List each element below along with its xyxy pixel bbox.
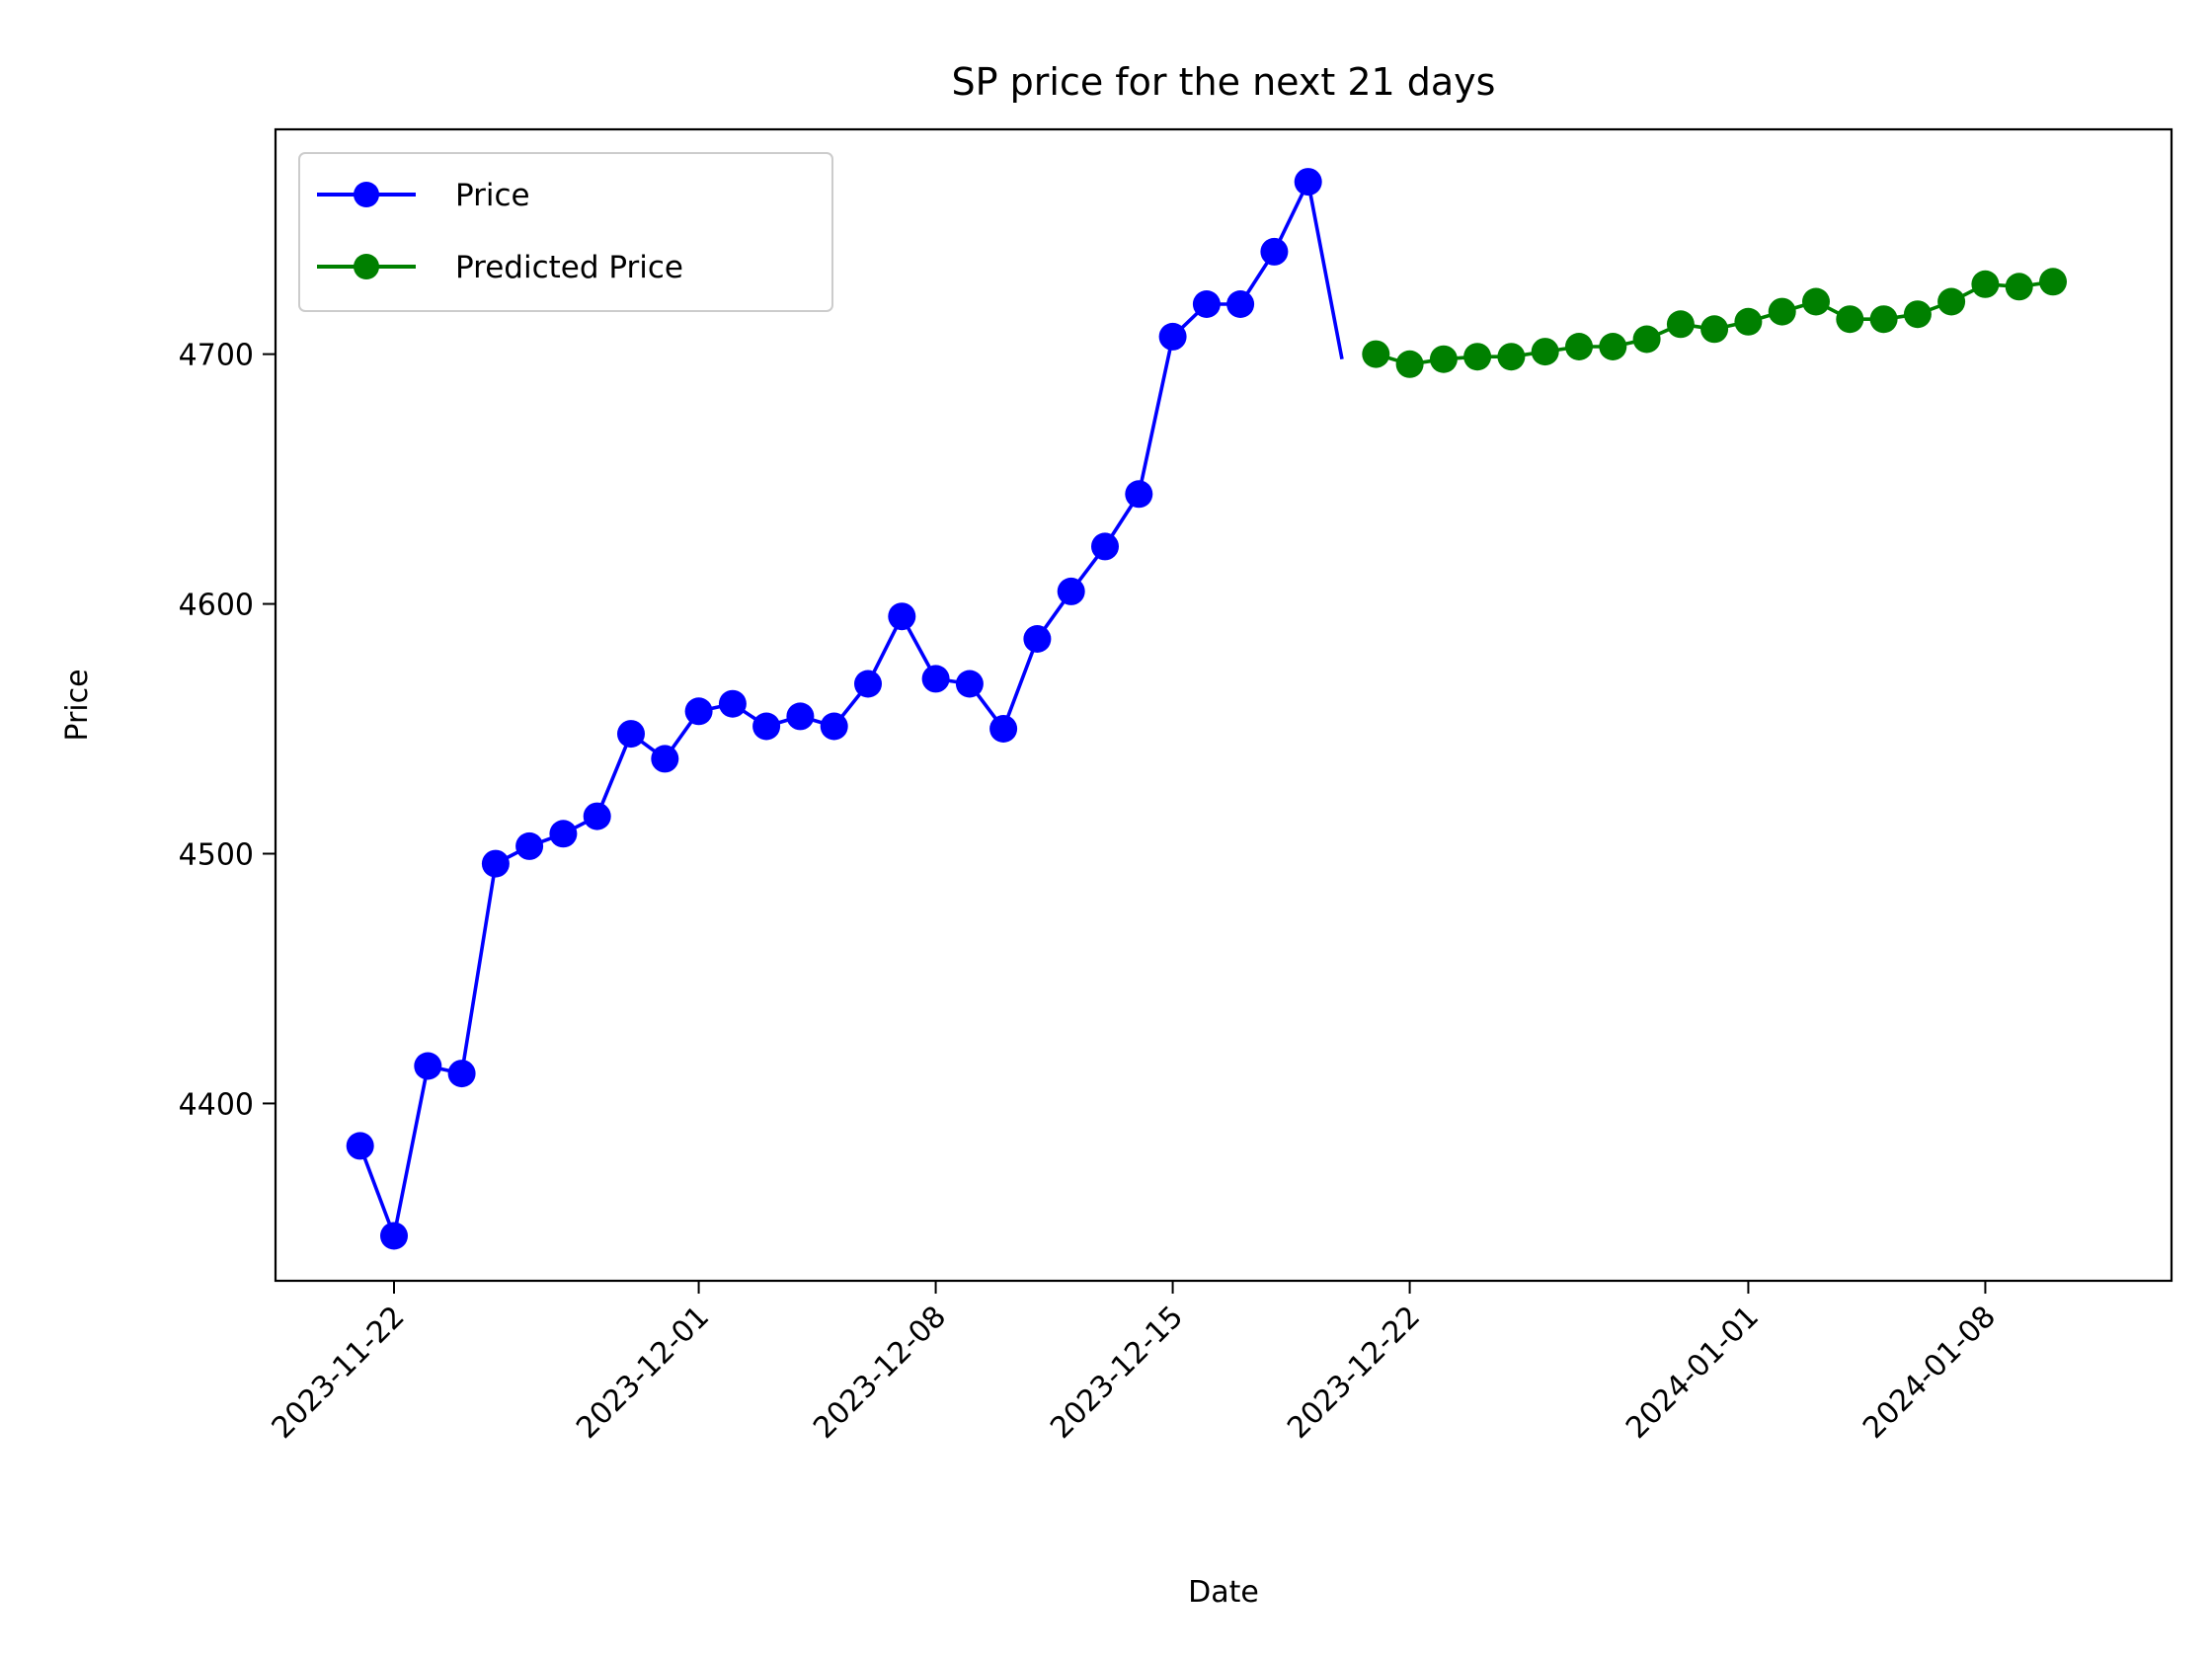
predicted-price-point — [1869, 305, 1898, 334]
predicted-price-point — [1497, 343, 1526, 371]
y-axis-label: Price — [60, 669, 95, 741]
price-point — [1226, 290, 1255, 318]
predicted-price-point — [1599, 333, 1627, 360]
price-point — [1294, 168, 1322, 197]
legend-predicted-label: Predicted Price — [455, 250, 683, 285]
predicted-price-point — [1531, 338, 1559, 366]
predicted-price-point — [1768, 297, 1796, 326]
predicted-price-point — [1836, 305, 1864, 334]
price-point — [1260, 237, 1289, 266]
predicted-price-point — [1734, 307, 1763, 336]
predicted-price-point — [1395, 350, 1424, 378]
predicted-price-point — [2039, 268, 2067, 296]
y-tick-label: 4700 — [179, 339, 254, 373]
price-point — [1023, 625, 1052, 653]
predicted-price-point — [1971, 270, 2000, 298]
price-point — [684, 697, 713, 726]
price-point — [752, 712, 781, 741]
legend-frame — [298, 152, 833, 312]
legend-entry-predicted-price: Predicted Price — [317, 250, 683, 285]
price-point — [921, 665, 950, 693]
y-tick-label: 4400 — [179, 1087, 254, 1122]
predicted-price-point — [1700, 315, 1729, 344]
legend: Price Predicted Price — [298, 152, 833, 312]
legend-entry-price: Price — [317, 178, 530, 213]
price-point — [786, 702, 815, 731]
price-point — [481, 849, 510, 878]
price-point — [1091, 532, 1119, 561]
price-point — [1125, 480, 1153, 509]
legend-price-marker — [354, 182, 379, 207]
price-point — [955, 670, 984, 698]
axes-frame — [274, 127, 2173, 1283]
price-point — [380, 1222, 408, 1250]
y-tick-label: 4600 — [179, 589, 254, 623]
price-point — [617, 720, 645, 749]
price-point — [820, 712, 848, 741]
predicted-price-point — [1632, 325, 1661, 354]
predicted-price-point — [1429, 345, 1458, 373]
predicted-price-point — [1802, 287, 1830, 316]
price-point — [549, 820, 578, 848]
predicted-price-point — [2005, 273, 2033, 301]
predicted-price-point — [1463, 343, 1492, 371]
price-point — [989, 715, 1018, 743]
price-point — [515, 831, 544, 860]
price-point — [447, 1060, 476, 1088]
price-point — [1057, 577, 1085, 605]
price-point — [854, 670, 882, 698]
y-tick-label: 4500 — [179, 837, 254, 872]
legend-price-label: Price — [455, 178, 530, 213]
legend-predicted-marker — [354, 254, 379, 279]
price-point — [1158, 322, 1187, 351]
price-point — [346, 1132, 374, 1160]
predicted-price-point — [1362, 340, 1390, 368]
price-point — [718, 689, 747, 718]
price-point — [651, 745, 679, 773]
x-axis-label: Date — [1188, 1575, 1259, 1610]
price-point — [1192, 290, 1221, 318]
predicted-price-point — [1565, 333, 1593, 360]
chart-title: SP price for the next 21 days — [952, 60, 1496, 104]
plot-area — [346, 168, 2067, 1250]
price-point — [583, 802, 611, 830]
predicted-price-point — [1903, 300, 1932, 329]
predicted-price-point — [1937, 287, 1966, 316]
price-point — [888, 602, 916, 631]
predicted-price-point — [1666, 310, 1695, 339]
price-point — [414, 1052, 442, 1080]
